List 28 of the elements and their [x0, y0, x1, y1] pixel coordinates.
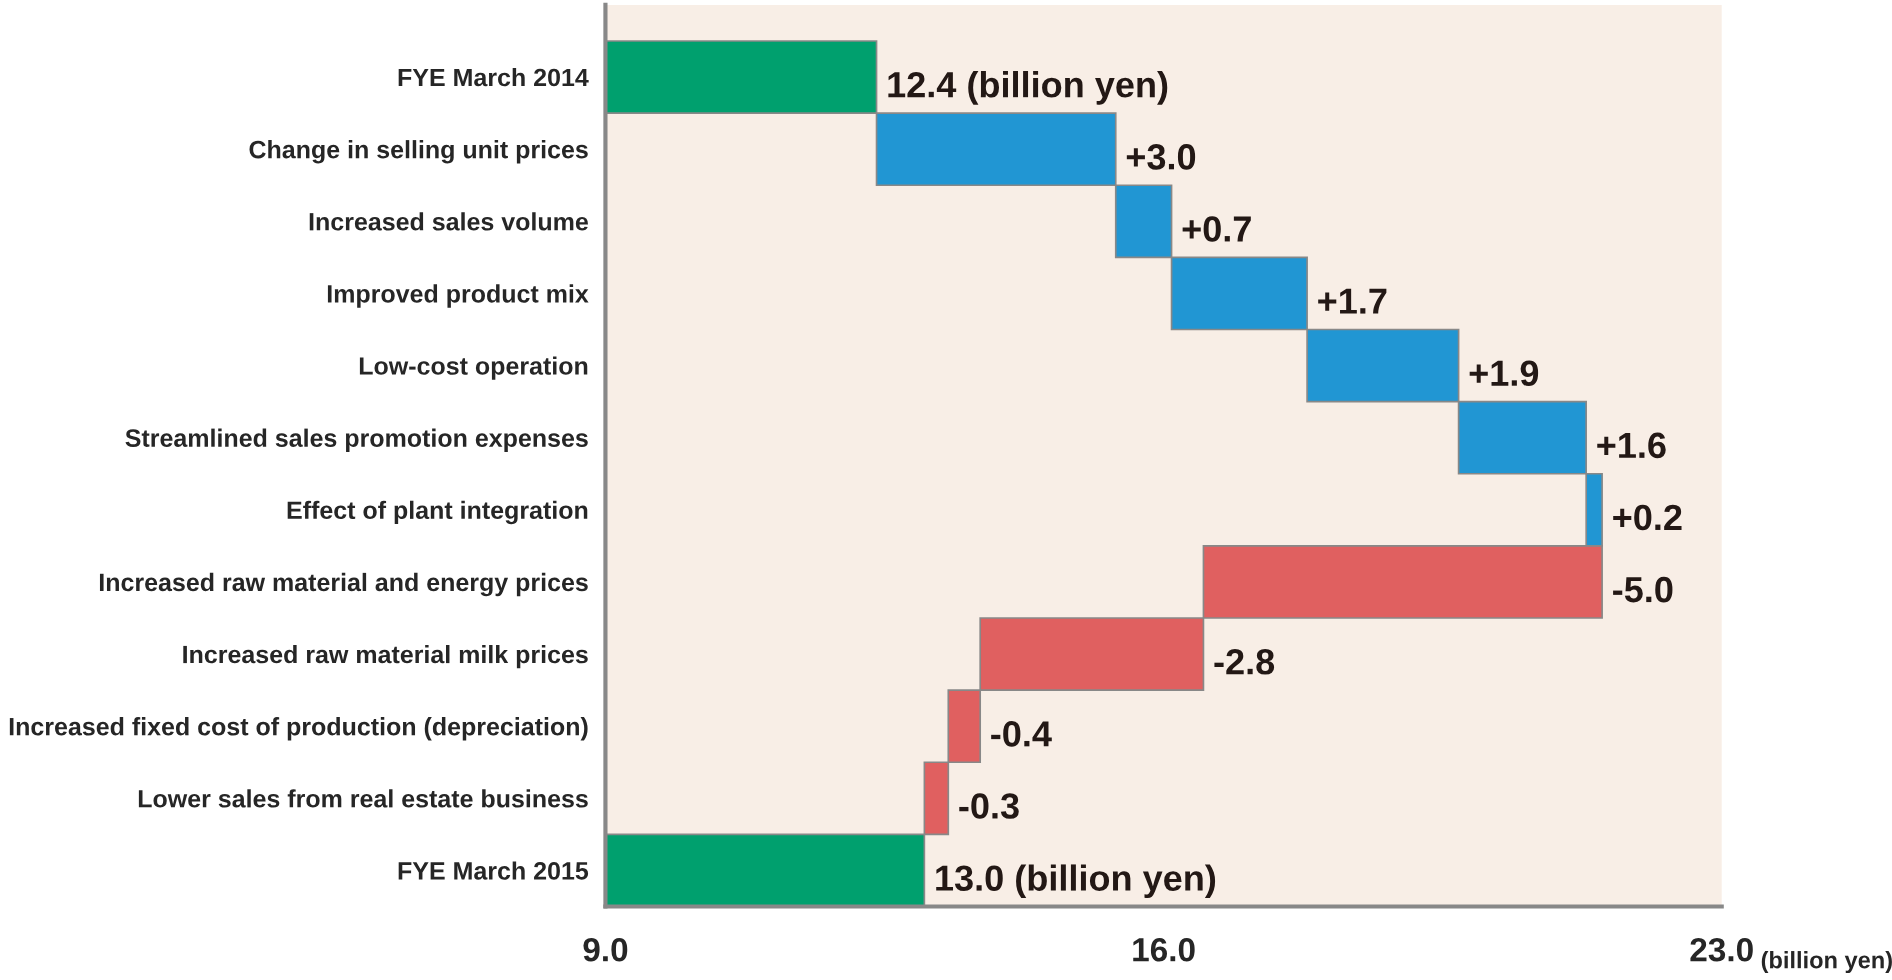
- data-label: +3.0: [1126, 144, 1196, 170]
- y-tick-label: Low-cost operation: [359, 356, 588, 380]
- data-label: +1.9: [1469, 360, 1539, 387]
- data-label: +1.7: [1318, 288, 1387, 314]
- x-tick-label: 23.0: [1690, 937, 1753, 962]
- y-tick-label: Increased raw material and energy prices: [99, 572, 588, 597]
- data-label: -5.0: [1613, 576, 1673, 603]
- data-label: 13.0 (billion yen): [936, 864, 1216, 899]
- data-label: +0.2: [1613, 504, 1682, 531]
- data-label: +1.6: [1597, 432, 1666, 459]
- y-tick-label: Lower sales from real estate business: [138, 789, 588, 808]
- x-axis-title: (billion yen): [1761, 951, 1892, 974]
- y-tick-label: Change in selling unit prices: [249, 140, 588, 164]
- y-tick-label: Streamlined sales promotion expenses: [125, 428, 588, 452]
- y-tick-label: Increased sales volume: [309, 212, 588, 231]
- y-tick-label: FYE March 2014: [398, 67, 589, 87]
- x-tick-label: 16.0: [1133, 937, 1195, 962]
- y-tick-label: Increased raw material milk prices: [183, 644, 588, 669]
- data-label: 12.4 (billion yen): [888, 71, 1168, 105]
- data-label: -2.8: [1214, 648, 1275, 675]
- y-tick-label: Increased fixed cost of production (depreciation): [9, 717, 588, 741]
- y-tick-label: Effect of plant integration: [287, 500, 588, 525]
- x-tick-label: 9.0: [583, 937, 628, 962]
- y-tick-label: FYE March 2015: [398, 861, 589, 880]
- data-label: -0.3: [959, 793, 1019, 819]
- y-tick-label: Improved product mix: [327, 284, 589, 308]
- data-label: -0.4: [991, 721, 1052, 747]
- data-label: +0.7: [1182, 216, 1251, 242]
